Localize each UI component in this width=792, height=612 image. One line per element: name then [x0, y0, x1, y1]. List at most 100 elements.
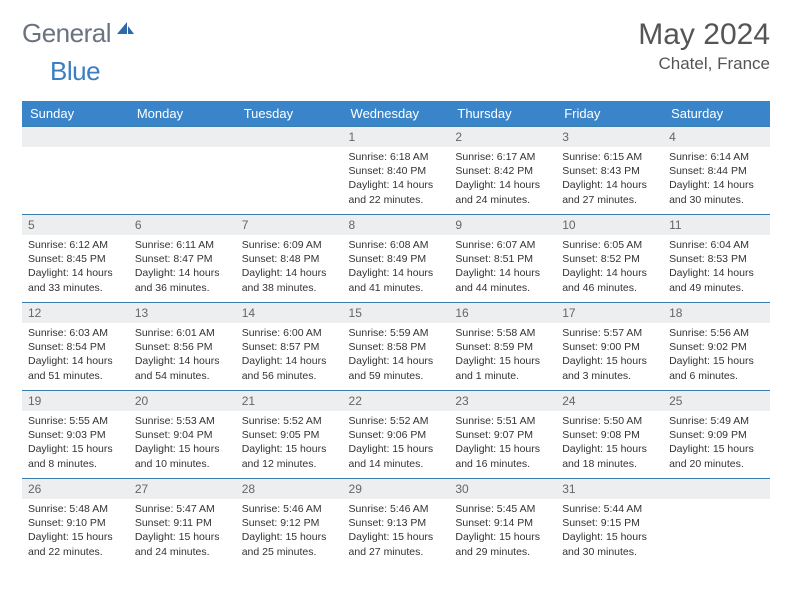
- calendar-table: SundayMondayTuesdayWednesdayThursdayFrid…: [22, 101, 770, 567]
- sunrise-line: Sunrise: 6:18 AM: [349, 151, 429, 163]
- weekday-header-row: SundayMondayTuesdayWednesdayThursdayFrid…: [22, 101, 770, 127]
- week-row: 1Sunrise: 6:18 AMSunset: 8:40 PMDaylight…: [22, 127, 770, 215]
- day-cell: 25Sunrise: 5:49 AMSunset: 9:09 PMDayligh…: [663, 391, 770, 479]
- sunrise-line: Sunrise: 5:50 AM: [562, 415, 642, 427]
- day-cell: 9Sunrise: 6:07 AMSunset: 8:51 PMDaylight…: [449, 215, 556, 303]
- day-number: 6: [129, 215, 236, 235]
- day-details: Sunrise: 6:09 AMSunset: 8:48 PMDaylight:…: [236, 235, 343, 299]
- day-cell: 5Sunrise: 6:12 AMSunset: 8:45 PMDaylight…: [22, 215, 129, 303]
- day-cell: 29Sunrise: 5:46 AMSunset: 9:13 PMDayligh…: [343, 479, 450, 567]
- sunset-line: Sunset: 8:53 PM: [669, 253, 747, 265]
- day-details: Sunrise: 6:17 AMSunset: 8:42 PMDaylight:…: [449, 147, 556, 211]
- sunset-line: Sunset: 8:40 PM: [349, 165, 427, 177]
- day-details: Sunrise: 5:56 AM Sunset: 9:02 PM Daylight:…: [663, 323, 770, 387]
- day-details: Sunrise: 5:55 AMSunset: 9:03 PMDaylight:…: [22, 411, 129, 475]
- daylight-line: Daylight: 14 hours and 51 minutes.: [28, 355, 113, 381]
- daylight-line: Daylight: 15 hours and 14 minutes.: [349, 443, 434, 469]
- day-cell: 20Sunrise: 5:53 AMSunset: 9:04 PMDayligh…: [129, 391, 236, 479]
- day-details: Sunrise: 5:59 AMSunset: 8:58 PMDaylight:…: [343, 323, 450, 387]
- sunrise-line: Sunrise: 5:46 AM: [349, 503, 429, 515]
- empty-cell: [129, 127, 236, 215]
- sunrise-line: Sunrise: 6:04 AM: [669, 239, 749, 251]
- sunrise-line: Sunrise: 6:08 AM: [349, 239, 429, 251]
- day-number: 11: [663, 215, 770, 235]
- sunrise-line: Sunrise: 5:48 AM: [28, 503, 108, 515]
- sunset-line: Sunset: 9:06 PM: [349, 429, 427, 441]
- daylight-line: Daylight: 14 hours and 36 minutes.: [135, 267, 220, 293]
- sunset-line: Sunset: 8:57 PM: [242, 341, 320, 353]
- sunrise-line: Sunrise: 6:17 AM: [455, 151, 535, 163]
- day-number: 28: [236, 479, 343, 499]
- day-number: [22, 127, 129, 147]
- sunrise-line: Sunrise: 6:01 AM: [135, 327, 215, 339]
- day-cell: 19Sunrise: 5:55 AMSunset: 9:03 PMDayligh…: [22, 391, 129, 479]
- day-details: Sunrise: 5:44 AMSunset: 9:15 PMDaylight:…: [556, 499, 663, 563]
- day-number: 22: [343, 391, 450, 411]
- day-details: Sunrise: 6:01 AMSunset: 8:56 PMDaylight:…: [129, 323, 236, 387]
- brand-sail-icon: [115, 20, 135, 41]
- day-number: 17: [556, 303, 663, 323]
- sunset-line: Sunset: 9:12 PM: [242, 517, 320, 529]
- sunset-line: Sunset: 8:45 PM: [28, 253, 106, 265]
- sunset-line: Sunset: 9:02 PM: [669, 341, 747, 353]
- sunset-line: Sunset: 8:54 PM: [28, 341, 106, 353]
- month-title: May 2024: [638, 18, 770, 52]
- day-cell: 28Sunrise: 5:46 AMSunset: 9:12 PMDayligh…: [236, 479, 343, 567]
- day-cell: 3Sunrise: 6:15 AMSunset: 8:43 PMDaylight…: [556, 127, 663, 215]
- day-details: Sunrise: 6:11 AMSunset: 8:47 PMDaylight:…: [129, 235, 236, 299]
- day-cell: 12Sunrise: 6:03 AMSunset: 8:54 PMDayligh…: [22, 303, 129, 391]
- title-block: May 2024 Chatel, France: [638, 18, 770, 74]
- sunrise-line: Sunrise: 5:46 AM: [242, 503, 322, 515]
- sunset-line: Sunset: 8:51 PM: [455, 253, 533, 265]
- day-cell: 24Sunrise: 5:50 AMSunset: 9:08 PMDayligh…: [556, 391, 663, 479]
- sunset-line: Sunset: 8:59 PM: [455, 341, 533, 353]
- sunrise-line: Sunrise: 5:51 AM: [455, 415, 535, 427]
- sunset-line: Sunset: 9:05 PM: [242, 429, 320, 441]
- day-details: Sunrise: 5:58 AMSunset: 8:59 PMDaylight:…: [449, 323, 556, 387]
- day-cell: 13Sunrise: 6:01 AMSunset: 8:56 PMDayligh…: [129, 303, 236, 391]
- day-cell: 11Sunrise: 6:04 AMSunset: 8:53 PMDayligh…: [663, 215, 770, 303]
- sunrise-line: Sunrise: 6:14 AM: [669, 151, 749, 163]
- empty-cell: [236, 127, 343, 215]
- day-number: 18: [663, 303, 770, 323]
- sunrise-line: Sunrise: 5:45 AM: [455, 503, 535, 515]
- sunrise-line: Sunrise: 5:57 AM: [562, 327, 642, 339]
- day-number: 30: [449, 479, 556, 499]
- daylight-line: Daylight: 15 hours and 6 minutes.: [669, 355, 754, 381]
- day-details: Sunrise: 6:00 AM Sunset: 8:57 PM Daylight:…: [236, 323, 343, 387]
- day-details: Sunrise: 6:04 AMSunset: 8:53 PMDaylight:…: [663, 235, 770, 299]
- sunset-line: Sunset: 8:42 PM: [455, 165, 533, 177]
- day-cell: 8Sunrise: 6:08 AMSunset: 8:49 PMDaylight…: [343, 215, 450, 303]
- daylight-line: Daylight: 14 hours and 44 minutes.: [455, 267, 540, 293]
- day-cell: 21Sunrise: 5:52 AMSunset: 9:05 PMDayligh…: [236, 391, 343, 479]
- daylight-line: Daylight: 15 hours and 18 minutes.: [562, 443, 647, 469]
- sunrise-line: Sunrise: 5:56 AM: [669, 327, 749, 339]
- sunrise-line: Sunrise: 6:15 AM: [562, 151, 642, 163]
- day-number: 2: [449, 127, 556, 147]
- sunrise-line: Sunrise: 6:05 AM: [562, 239, 642, 251]
- day-cell: 23Sunrise: 5:51 AMSunset: 9:07 PMDayligh…: [449, 391, 556, 479]
- day-number: 25: [663, 391, 770, 411]
- day-cell: 15Sunrise: 5:59 AMSunset: 8:58 PMDayligh…: [343, 303, 450, 391]
- daylight-line: Daylight: 14 hours and 38 minutes.: [242, 267, 327, 293]
- day-number: 16: [449, 303, 556, 323]
- daylight-line: Daylight: 15 hours and 10 minutes.: [135, 443, 220, 469]
- day-number: [663, 479, 770, 499]
- sunset-line: Sunset: 9:09 PM: [669, 429, 747, 441]
- daylight-line: Daylight: 15 hours and 1 minute.: [455, 355, 540, 381]
- empty-cell: [22, 127, 129, 215]
- sunset-line: Sunset: 9:08 PM: [562, 429, 640, 441]
- sunrise-line: Sunrise: 6:12 AM: [28, 239, 108, 251]
- day-details: Sunrise: 5:57 AMSunset: 9:00 PMDaylight:…: [556, 323, 663, 387]
- sunrise-line: Sunrise: 6:00 AM: [242, 327, 322, 339]
- daylight-line: Daylight: 14 hours and 30 minutes.: [669, 179, 754, 205]
- daylight-line: Daylight: 14 hours and 56 minutes.: [242, 355, 327, 381]
- sunrise-line: Sunrise: 5:49 AM: [669, 415, 749, 427]
- day-number: 20: [129, 391, 236, 411]
- day-cell: 10Sunrise: 6:05 AMSunset: 8:52 PMDayligh…: [556, 215, 663, 303]
- daylight-line: Daylight: 15 hours and 12 minutes.: [242, 443, 327, 469]
- day-details: Sunrise: 5:47 AMSunset: 9:11 PMDaylight:…: [129, 499, 236, 563]
- sunset-line: Sunset: 9:15 PM: [562, 517, 640, 529]
- day-details: Sunrise: 6:15 AMSunset: 8:43 PMDaylight:…: [556, 147, 663, 211]
- day-details: Sunrise: 6:14 AMSunset: 8:44 PMDaylight:…: [663, 147, 770, 211]
